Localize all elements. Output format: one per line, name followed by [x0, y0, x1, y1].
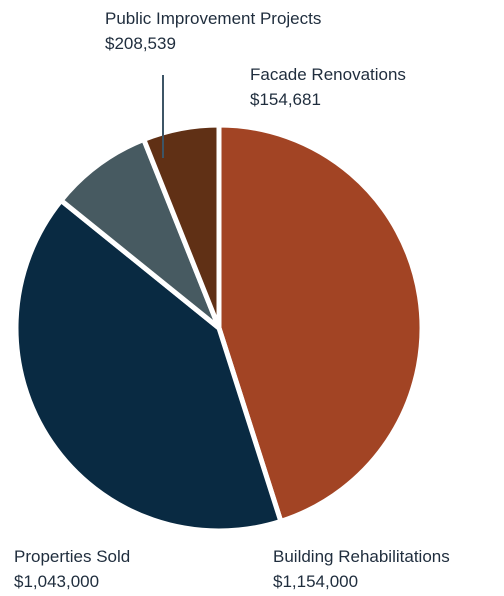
label-properties-sold: Properties Sold $1,043,000	[14, 547, 130, 591]
label-public-improvement: Public Improvement Projects $208,539	[105, 9, 321, 53]
label-properties-sold-name: Properties Sold	[14, 547, 130, 566]
pie-slices	[13, 122, 425, 534]
pie-slice-building-rehabilitations	[216, 122, 425, 524]
label-properties-sold-value: $1,043,000	[14, 572, 99, 591]
label-public-improvement-name: Public Improvement Projects	[105, 9, 321, 28]
pie-slice-facade-renovations	[141, 122, 222, 331]
pie-slice-properties-sold	[13, 197, 284, 534]
label-building-rehabilitations-value: $1,154,000	[273, 572, 358, 591]
label-building-rehabilitations: Building Rehabilitations $1,154,000	[273, 547, 450, 591]
label-building-rehabilitations-name: Building Rehabilitations	[273, 547, 450, 566]
label-facade-renovations-name: Facade Renovations	[250, 65, 406, 84]
label-public-improvement-value: $208,539	[105, 34, 176, 53]
label-facade-renovations-value: $154,681	[250, 90, 321, 109]
label-facade-renovations: Facade Renovations $154,681	[250, 65, 406, 109]
